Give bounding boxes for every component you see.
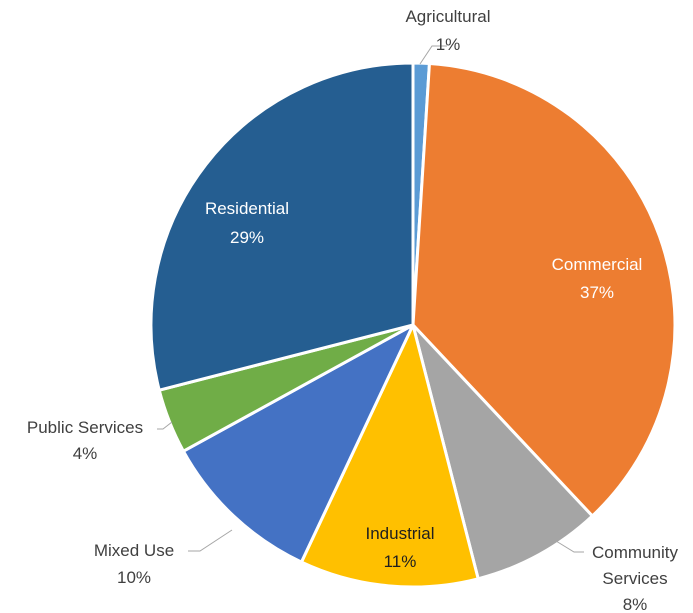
leader-lines bbox=[157, 45, 584, 553]
slice-industrial bbox=[299, 323, 480, 589]
data-label-category-agricultural: Agricultural bbox=[405, 7, 490, 26]
leader-line-mixed-use bbox=[188, 529, 233, 552]
data-label-category-commercial: Commercial bbox=[552, 255, 643, 274]
data-label-category-community-services-2: Services bbox=[602, 569, 667, 588]
data-label-value-mixed-use: 10% bbox=[117, 568, 151, 587]
data-label-residential: Residential 29% bbox=[205, 199, 289, 247]
data-label-category-community-services-1: Community bbox=[592, 543, 678, 562]
data-label-public-services: Public Services 4% bbox=[27, 418, 143, 463]
pie-slices bbox=[149, 61, 677, 589]
data-label-value-residential: 29% bbox=[230, 228, 264, 247]
data-label-value-industrial: 11% bbox=[384, 552, 417, 571]
data-label-value-agricultural: 1% bbox=[436, 35, 461, 54]
data-label-community-services: Community Services 8% bbox=[592, 543, 678, 613]
data-labels: Agricultural 1% Commercial 37% Community Serv… bbox=[27, 7, 679, 613]
data-label-category-industrial: Industrial bbox=[366, 524, 435, 543]
slice-mixed-use bbox=[181, 323, 415, 564]
data-label-mixed-use: Mixed Use 10% bbox=[94, 541, 174, 587]
slice-community-services bbox=[411, 323, 594, 581]
slice-commercial bbox=[411, 62, 677, 518]
data-label-commercial: Commercial 37% bbox=[552, 255, 643, 302]
data-label-category-mixed-use: Mixed Use bbox=[94, 541, 174, 560]
data-label-agricultural: Agricultural 1% bbox=[405, 7, 490, 54]
slice-residential bbox=[149, 61, 415, 392]
data-label-value-community-services: 8% bbox=[623, 595, 648, 613]
data-label-category-public-services: Public Services bbox=[27, 418, 143, 437]
data-label-value-public-services: 4% bbox=[73, 444, 98, 463]
data-label-value-commercial: 37% bbox=[580, 283, 614, 302]
data-label-industrial: Industrial 11% bbox=[366, 524, 435, 571]
leader-line-community-services bbox=[555, 540, 584, 553]
leader-line-agricultural bbox=[419, 45, 447, 65]
leader-line-public-services bbox=[157, 421, 173, 430]
data-label-category-residential: Residential bbox=[205, 199, 289, 218]
